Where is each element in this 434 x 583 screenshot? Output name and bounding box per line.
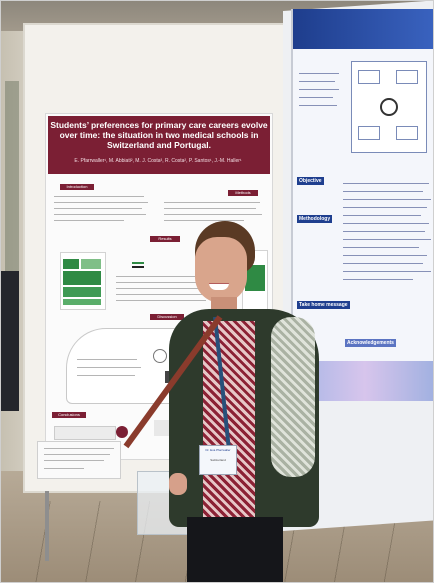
results-legend: [132, 262, 146, 272]
section-conclusions: Conclusions: [52, 412, 86, 418]
badge-name: Dr. Eva Pfarrwaller: [205, 448, 231, 452]
methods-text: [164, 200, 264, 230]
board-leg: [45, 491, 49, 561]
right-poster-body-text: [343, 179, 433, 329]
poster-handout: [37, 441, 121, 479]
badge-affiliation: Switzerland: [210, 458, 226, 462]
label-acknowledgements: Acknowledgements: [345, 339, 396, 347]
section-results: Results: [150, 236, 180, 242]
hand: [169, 473, 187, 495]
results-text: [116, 274, 246, 314]
label-methodology: Methodology: [297, 215, 333, 223]
right-poster-text-left: [299, 69, 339, 169]
label-take-home: Take home message: [297, 301, 350, 309]
face: [195, 237, 247, 303]
bystander-arm: [1, 271, 19, 411]
section-methods: Methods: [228, 190, 258, 196]
poster-authors: E. Pfarrwaller¹, M. Abbiati², M. J. Cost…: [74, 158, 242, 164]
blouse: [203, 321, 255, 521]
right-poster-header: [293, 9, 433, 49]
intro-text: [54, 194, 150, 228]
smile: [209, 283, 229, 290]
pants: [187, 517, 283, 582]
jacket-sleeve-pattern: [271, 317, 315, 477]
section-discussion: Discussion: [150, 314, 184, 320]
results-chart-right: [242, 250, 268, 312]
poster-title: Students’ preferences for primary care c…: [48, 116, 270, 174]
results-chart-green: [60, 252, 106, 310]
university-logo: [54, 426, 116, 440]
right-poster-diagram: [351, 61, 427, 153]
label-objective: Objective: [297, 177, 324, 185]
seal-logo: [116, 426, 128, 438]
section-introduction: Introduction: [60, 184, 94, 190]
presenter: Dr. Eva Pfarrwaller Switzerland: [123, 221, 321, 582]
name-badge: Dr. Eva Pfarrwaller Switzerland: [199, 445, 237, 475]
